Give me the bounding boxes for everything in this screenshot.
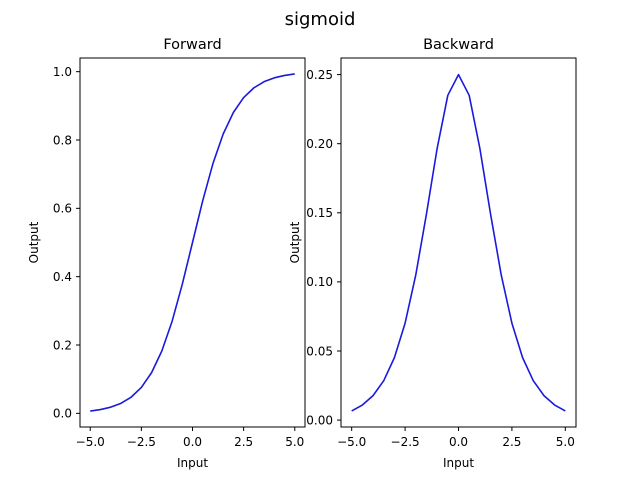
backward-x-axis-label: Input <box>443 456 474 470</box>
backward-axes-frame <box>340 57 577 428</box>
forward-x-tick-label: 5.0 <box>285 435 304 449</box>
backward-y-tick-label: 0.15 <box>306 206 333 220</box>
figure-title: sigmoid <box>285 9 356 30</box>
forward-x-tick-label: −5.0 <box>76 435 105 449</box>
forward-y-tick-label: 0.4 <box>53 270 72 284</box>
forward-x-tick-label: 0.0 <box>183 435 202 449</box>
backward-y-axis-label: Output <box>288 221 302 263</box>
backward-x-tick-label: 2.5 <box>502 435 521 449</box>
forward-y-tick-label: 1.0 <box>53 65 72 79</box>
backward-y-tick-label: 0.10 <box>306 275 333 289</box>
forward-x-axis-label: Input <box>177 456 208 470</box>
backward-series-line <box>351 73 566 412</box>
backward-subplot: −5.0 −2.5 0.0 2.5 5.00.000.050.100.150.200.2… <box>288 37 577 470</box>
forward-y-tick-label: 0.8 <box>53 133 72 147</box>
backward-y-tick-label: 0.20 <box>306 137 333 151</box>
backward-x-tick-label: −2.5 <box>391 435 420 449</box>
forward-subplot: −5.0 −2.5 0.0 2.5 5.0 0.0 0.2 0.4 0.6 0.8 1.0 Forwa… <box>27 37 306 470</box>
backward-x-tick-label: 0.0 <box>449 435 468 449</box>
backward-title: Backward <box>423 37 494 53</box>
forward-y-tick-label: 0.6 <box>53 202 72 216</box>
forward-y-axis-label: Output <box>27 221 41 263</box>
forward-x-tick-label: 2.5 <box>234 435 253 449</box>
backward-y-tick-label: 0.25 <box>306 68 333 82</box>
forward-y-tick-label: 0.2 <box>53 338 72 352</box>
backward-x-tick-label: −5.0 <box>337 435 366 449</box>
backward-y-tick-label: 0.00 <box>306 413 333 427</box>
forward-title: Forward <box>163 37 221 53</box>
forward-y-tick-label: 0.0 <box>53 407 72 421</box>
forward-series-line <box>90 73 295 412</box>
forward-x-tick-label: −2.5 <box>127 435 156 449</box>
backward-y-tick-label: 0.05 <box>306 344 333 358</box>
backward-x-tick-label: 5.0 <box>556 435 575 449</box>
